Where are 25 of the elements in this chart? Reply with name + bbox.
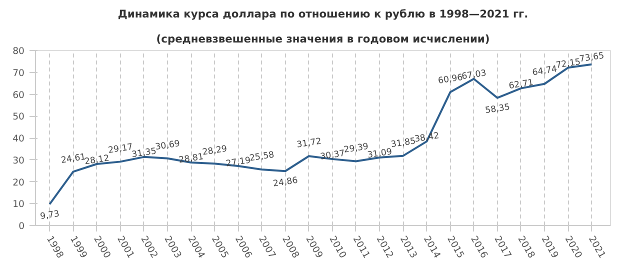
data-label: 24,61 [60,152,86,166]
y-tick-label: 0 [18,221,25,232]
data-label: 31,35 [131,146,158,160]
y-tick-label: 40 [12,134,25,144]
data-label: 28,29 [202,144,228,158]
data-label: 31,09 [366,147,393,161]
y-tick-label: 80 [12,46,25,57]
data-label: 58,35 [484,102,511,116]
chart-subtitle: (средневзвешенные значения в годовом исчислении) [156,32,490,46]
y-tick-label: 70 [12,68,25,79]
data-label: 29,17 [108,142,134,156]
y-tick-label: 60 [12,90,25,101]
data-label: 62,71 [508,78,534,92]
data-label: 64,74 [532,64,558,78]
y-tick-label: 20 [12,177,25,188]
data-label: 9,73 [40,209,60,222]
data-label: 31,72 [296,136,322,150]
data-label: 30,69 [154,139,181,153]
y-tick-label: 30 [12,155,25,166]
data-label: 28,12 [84,154,110,168]
data-label: 28,81 [178,152,204,166]
y-tick-label: 50 [12,112,25,123]
data-label: 24,86 [272,176,299,190]
chart-title: Динамика курса доллара по отношению к рублю в 1998—2021 гг. [118,8,528,20]
y-tick-label: 10 [12,199,25,210]
